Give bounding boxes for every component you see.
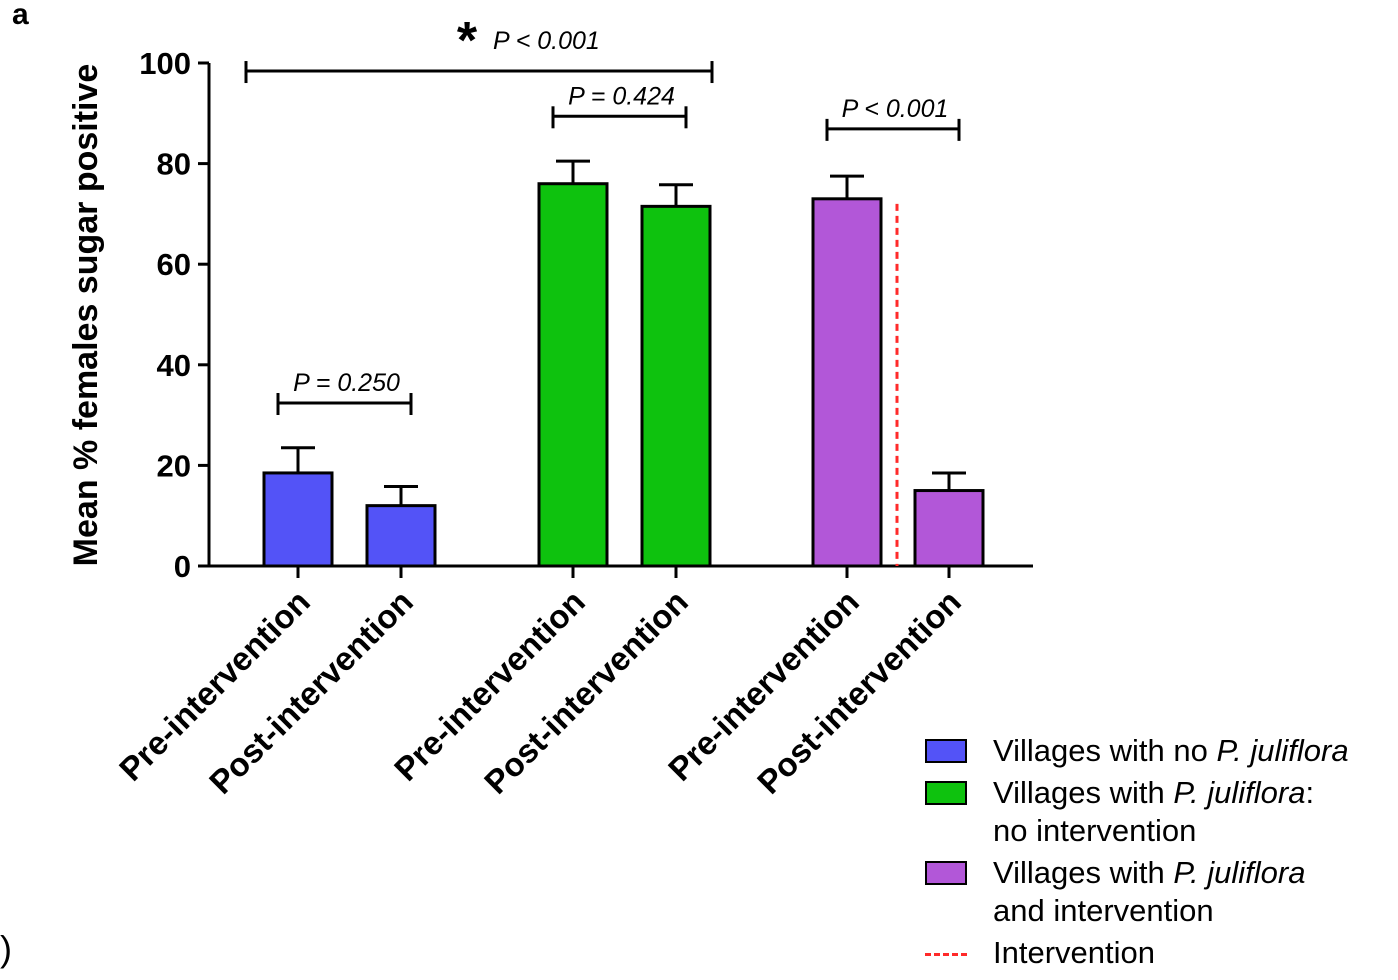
legend-label-purple: Villages with P. juliflora and interventi… [993, 855, 1306, 928]
bar [640, 204, 712, 568]
legend-item-purple: Villages with P. juliflora and interventi… [925, 854, 1395, 930]
legend-item-blue: Villages with no P. juliflora [925, 732, 1395, 770]
p-value-label: P = 0.424 [568, 82, 675, 110]
legend-swatch-purple [925, 861, 967, 885]
y-tick-label: 100 [139, 46, 191, 81]
p-value-label: P < 0.001 [842, 95, 949, 123]
y-tick-label: 20 [157, 448, 191, 483]
legend-label-green: Villages with P. juliflora: no interventi… [993, 775, 1315, 848]
legend-dash-intervention [925, 953, 967, 956]
legend: Villages with no P. juliflora Villages w… [925, 732, 1395, 976]
y-tick-label: 40 [157, 348, 191, 383]
p-value-label: P < 0.001 [493, 27, 600, 55]
legend-label-blue: Villages with no P. juliflora [993, 733, 1349, 768]
legend-item-green: Villages with P. juliflora: no interventi… [925, 774, 1395, 850]
p-value-label: P = 0.250 [293, 369, 400, 397]
y-axis-label: Mean % females sugar positive [67, 64, 105, 567]
stray-parenthesis: ) [0, 928, 12, 969]
y-tick-label: 80 [157, 147, 191, 182]
x-tick-label: Pre-intervention [112, 583, 317, 788]
y-tick-label: 0 [174, 549, 191, 584]
x-tick-label: Post-intervention [477, 583, 695, 801]
significance-star: * [457, 12, 478, 70]
legend-swatch-green [925, 781, 967, 805]
legend-label-intervention: Intervention [993, 935, 1155, 970]
y-tick-label: 60 [157, 247, 191, 282]
bar [365, 504, 437, 568]
legend-swatch-blue [925, 739, 967, 763]
x-tick-label: Pre-intervention [661, 583, 866, 788]
panel-label: a [12, 0, 29, 31]
legend-item-intervention: Intervention [925, 934, 1395, 972]
bar [811, 197, 883, 568]
bar [913, 489, 985, 568]
x-tick-label: Pre-intervention [387, 583, 592, 788]
bar [537, 182, 609, 568]
bar [262, 471, 334, 568]
x-tick-label: Post-intervention [202, 583, 420, 801]
